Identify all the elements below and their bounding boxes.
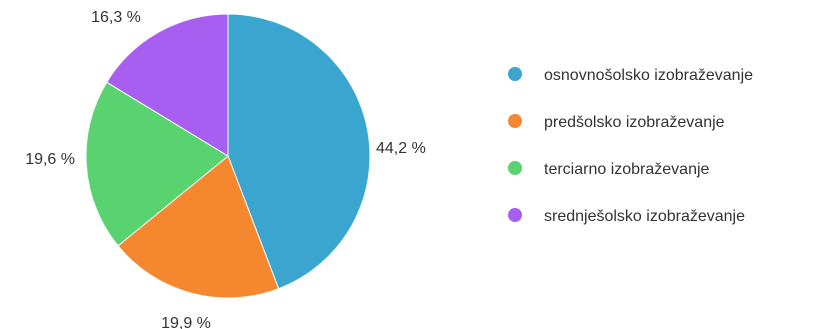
pie-slice-2 xyxy=(117,155,280,299)
legend: osnovnošolsko izobraževanje predšolsko iz… xyxy=(508,67,753,225)
legend-swatch-4 xyxy=(508,208,522,222)
pie-slices xyxy=(85,13,371,299)
slice-labels: 44,2 % 19,9 % 19,6 % 16,3 % xyxy=(25,9,426,329)
legend-item-3: terciarno izobraževanje xyxy=(508,161,710,178)
legend-item-1: osnovnošolsko izobraževanje xyxy=(508,67,753,84)
legend-label-3: terciarno izobraževanje xyxy=(544,161,710,178)
pie-slice-4 xyxy=(106,13,229,157)
slice-value-label-4: 16,3 % xyxy=(91,9,141,26)
slice-value-label-3: 19,6 % xyxy=(25,151,75,168)
legend-swatch-3 xyxy=(508,161,522,175)
legend-swatch-1 xyxy=(508,67,522,81)
legend-item-4: srednješolsko izobraževanje xyxy=(508,208,745,225)
legend-label-4: srednješolsko izobraževanje xyxy=(544,208,745,225)
slice-value-label-2: 19,9 % xyxy=(161,315,211,329)
legend-item-2: predšolsko izobraževanje xyxy=(508,114,725,131)
legend-label-1: osnovnošolsko izobraževanje xyxy=(544,67,753,84)
slice-value-label-1: 44,2 % xyxy=(376,140,426,157)
pie-slice-3 xyxy=(85,81,229,247)
legend-swatch-2 xyxy=(508,114,522,128)
legend-label-2: predšolsko izobraževanje xyxy=(544,114,725,131)
pie-slice-1 xyxy=(227,13,371,290)
